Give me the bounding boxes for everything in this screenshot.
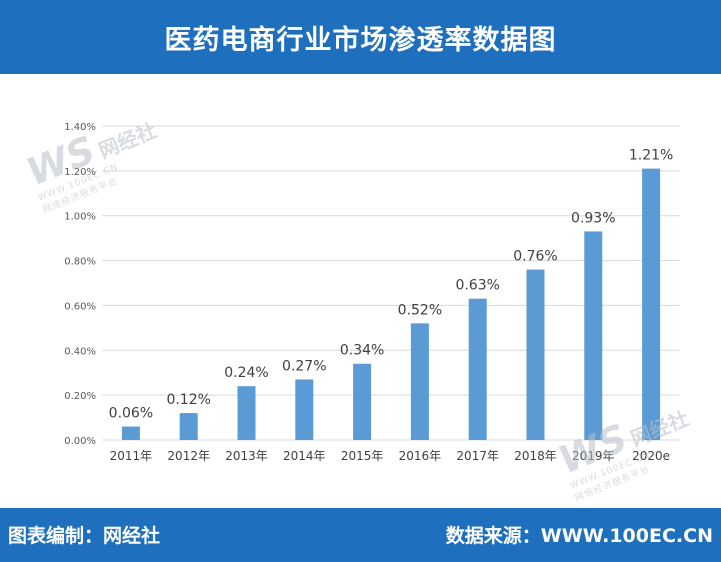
chart-area: WS 网经社 WWW.100EC.CN 网络经济服务平台 WS 网经社 WWW.… [0, 74, 721, 508]
chart-credit: 图表编制：网经社 [8, 525, 161, 547]
footer-banner: 图表编制：网经社 数据来源：WWW.100EC.CN [0, 508, 721, 562]
x-tick-label: 2011年 [110, 449, 153, 463]
header-banner: 医药电商行业市场渗透率数据图 [0, 0, 721, 74]
data-label: 0.12% [166, 392, 210, 408]
x-tick-label: 2012年 [167, 449, 210, 463]
page-title: 医药电商行业市场渗透率数据图 [164, 24, 557, 56]
x-tick-label: 2018年 [514, 449, 557, 463]
bar [353, 363, 372, 440]
bar [237, 386, 256, 440]
bar [121, 426, 140, 440]
bar [468, 298, 487, 440]
data-source: 数据来源：WWW.100EC.CN [445, 525, 713, 547]
y-tick-label: 0.60% [64, 301, 96, 312]
data-label: 0.93% [571, 210, 615, 226]
x-tick-label: 2014年 [283, 449, 326, 463]
data-label: 0.52% [398, 302, 442, 318]
y-tick-label: 1.20% [64, 167, 96, 178]
y-tick-label: 0.40% [64, 346, 96, 357]
bar [526, 269, 545, 440]
data-label: 0.24% [224, 365, 268, 381]
x-tick-label: 2013年 [225, 449, 268, 463]
bar-chart: 0.00% 0.20% 0.40% 0.60% 0.80% 1.00% 1.20% 1.40%… [64, 122, 680, 463]
x-tick-label: 2020e [632, 449, 670, 463]
x-tick-label: 2017年 [456, 449, 499, 463]
data-label: 0.63% [455, 278, 499, 294]
x-tick-label: 2015年 [341, 449, 384, 463]
data-label: 1.21% [629, 148, 673, 164]
y-tick-label: 1.00% [64, 212, 96, 223]
y-tick-label: 0.20% [64, 391, 96, 402]
bar [642, 168, 661, 440]
data-label: 0.76% [513, 249, 557, 265]
x-tick-label: 2019年 [572, 449, 615, 463]
y-tick-label: 1.40% [64, 122, 96, 133]
y-tick-label: 0.80% [64, 257, 96, 268]
bar [410, 323, 429, 440]
data-label: 0.34% [340, 343, 384, 359]
bar [584, 231, 603, 440]
data-label: 0.06% [109, 406, 153, 422]
x-tick-label: 2016年 [399, 449, 442, 463]
data-label: 0.27% [282, 358, 326, 374]
bar [179, 413, 198, 440]
y-tick-label: 0.00% [64, 436, 96, 447]
bar [295, 379, 314, 440]
